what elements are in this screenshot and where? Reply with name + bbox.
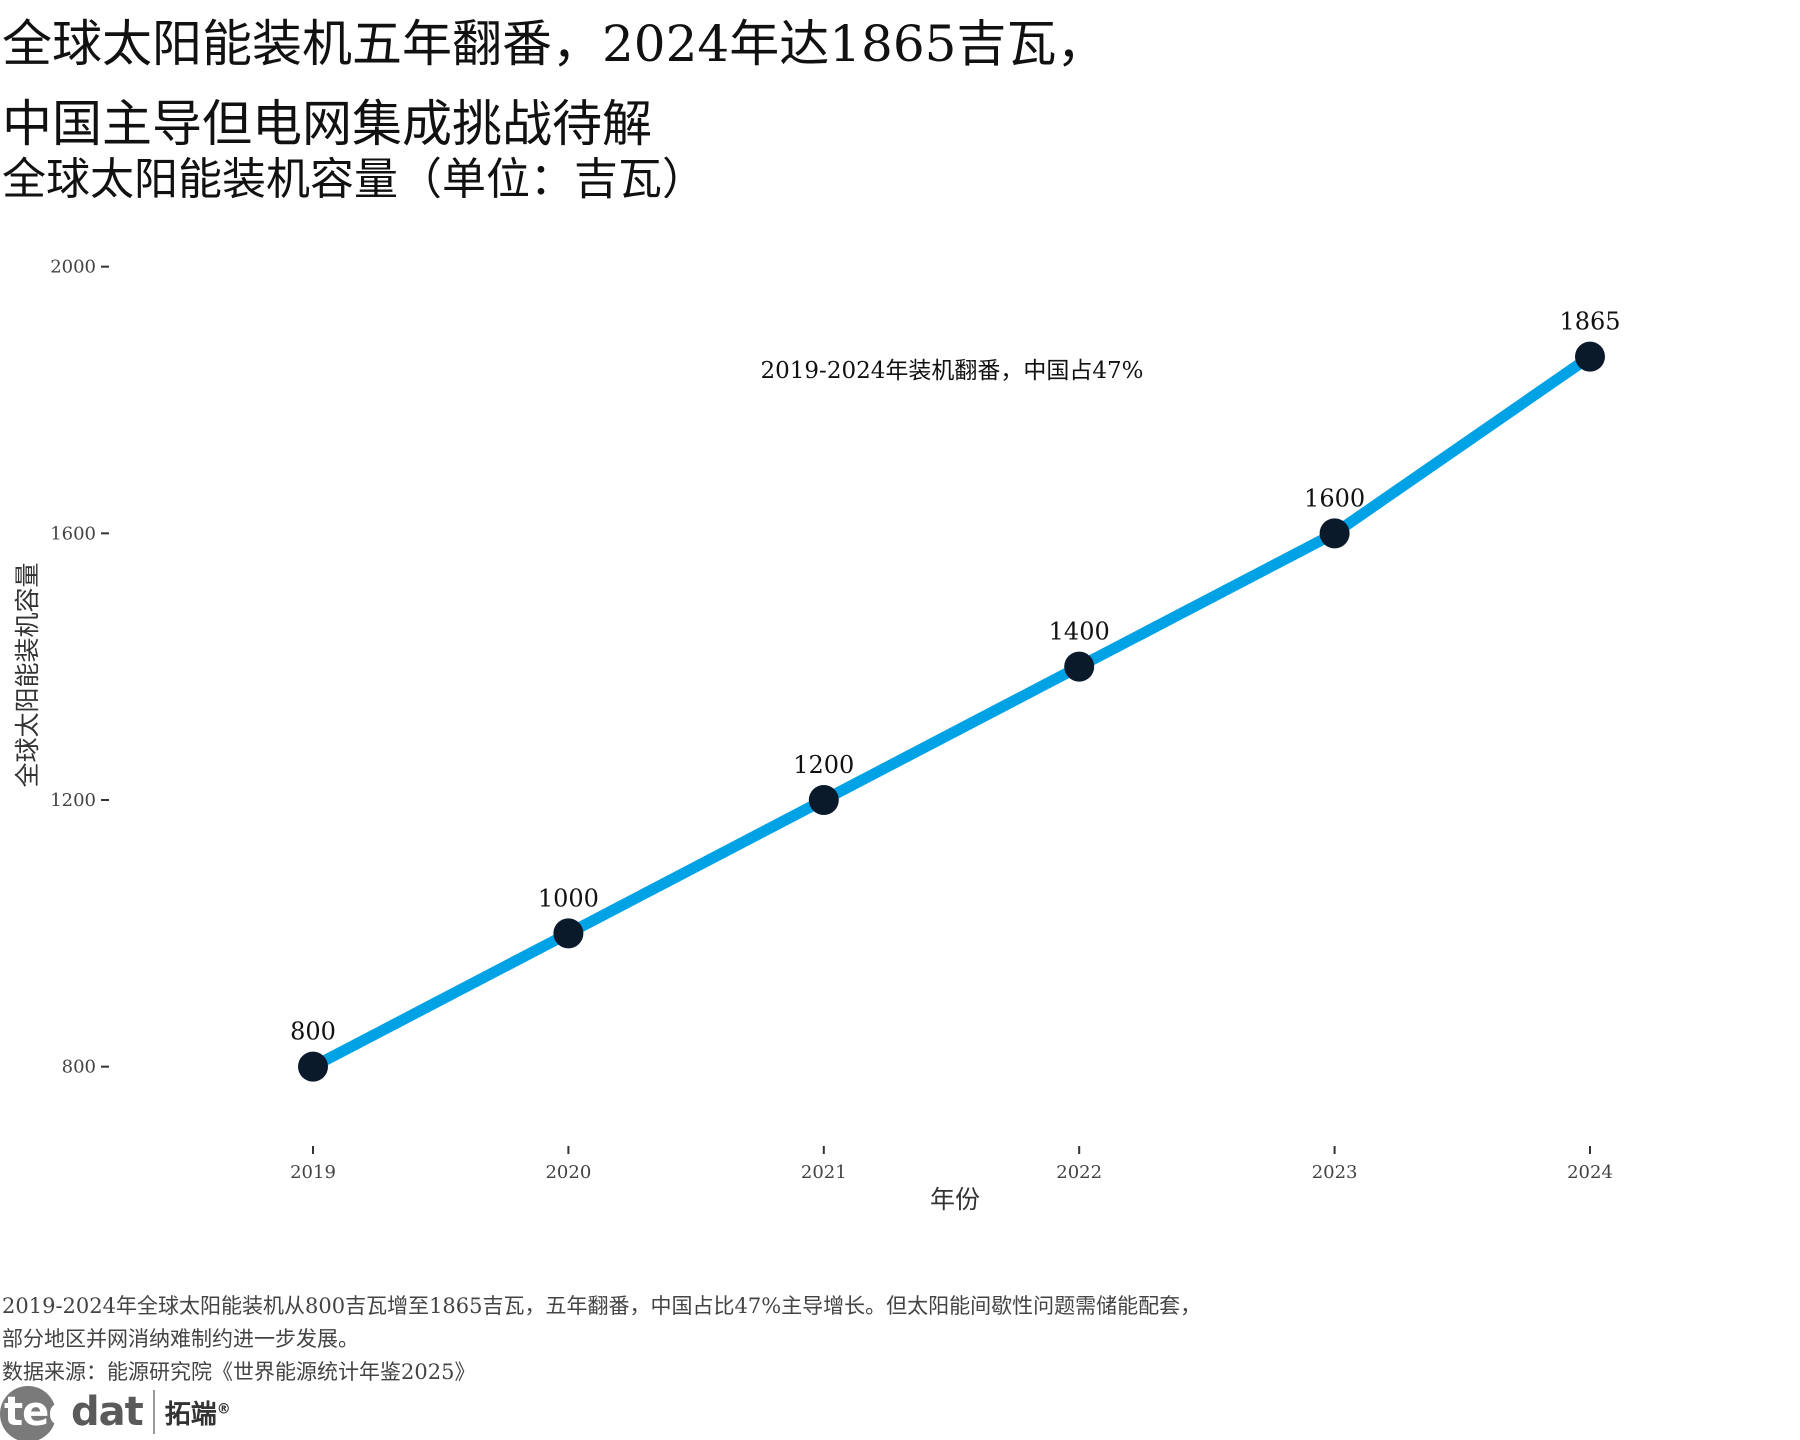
data-label: 1400 [1049,618,1110,646]
y-tick-label: 800 [62,1057,96,1078]
logo-mark-part1: tec [4,1389,72,1435]
brand-logo: tecdat 拓端® [0,1385,231,1440]
x-tick-label: 2021 [801,1162,847,1183]
data-point [1575,341,1605,372]
data-point [1319,518,1350,549]
data-label: 1865 [1559,308,1620,336]
series-line [307,351,1596,1073]
logo-name-text: 拓端 [164,1399,217,1430]
x-tick-label: 2023 [1312,1162,1358,1183]
data-label: 1600 [1304,484,1365,512]
caption-line-1: 2019-2024年全球太阳能装机从800吉瓦增至1865吉瓦，五年翻番，中国占… [2,1294,1202,1318]
data-point [553,918,584,949]
data-source: 数据来源：能源研究院《世界能源统计年鉴2025》 [2,1360,476,1384]
data-point [1064,651,1095,682]
logo-divider [152,1390,155,1434]
chart-title-line2: 中国主导但电网集成挑战待解 [2,95,652,153]
logo-circle [0,1386,56,1440]
line-chart: 800 1200 1600 2000 2019 2020 2021 2022 2023 2024… [13,257,1621,1214]
logo-name: 拓端® [165,1394,231,1431]
x-axis: 2019 2020 2021 2022 2023 2024 [290,1146,1613,1183]
data-point [808,785,839,815]
data-point [298,1051,328,1082]
y-tick-label: 1200 [50,790,96,811]
data-label: 800 [290,1018,336,1046]
x-axis-title: 年份 [930,1185,980,1214]
y-tick-label: 2000 [50,257,96,278]
series-layer: 800 1000 1200 1400 1600 1865 [290,308,1621,1082]
logo-mark-part2: dat [70,1389,144,1435]
tecdat-logo-mark: tecdat [0,1386,144,1440]
chart-title: 全球太阳能装机五年翻番，2024年达1865吉瓦， 中国主导但电网集成挑战待解 [2,4,1792,164]
y-axis-title: 全球太阳能装机容量 [13,562,42,787]
x-tick-label: 2024 [1567,1162,1613,1183]
caption-line-2: 部分地区并网消纳难制约进一步发展。 [2,1327,359,1351]
y-tick-label: 1600 [50,523,96,544]
data-label: 1200 [793,751,854,779]
chart-subtitle: 全球太阳能装机容量（单位：吉瓦） [2,154,706,205]
x-tick-label: 2019 [290,1162,336,1183]
chart-annotation: 2019-2024年装机翻番，中国占47% [761,358,1144,384]
y-axis: 800 1200 1600 2000 [50,257,109,1078]
registered-mark: ® [216,1400,231,1417]
data-label: 1000 [538,884,599,912]
x-tick-label: 2020 [545,1162,591,1183]
chart-title-line1: 全球太阳能装机五年翻番，2024年达1865吉瓦， [2,15,1107,73]
chart-caption: 2019-2024年全球太阳能装机从800吉瓦增至1865吉瓦，五年翻番，中国占… [2,1290,1792,1389]
x-tick-label: 2022 [1056,1162,1102,1183]
